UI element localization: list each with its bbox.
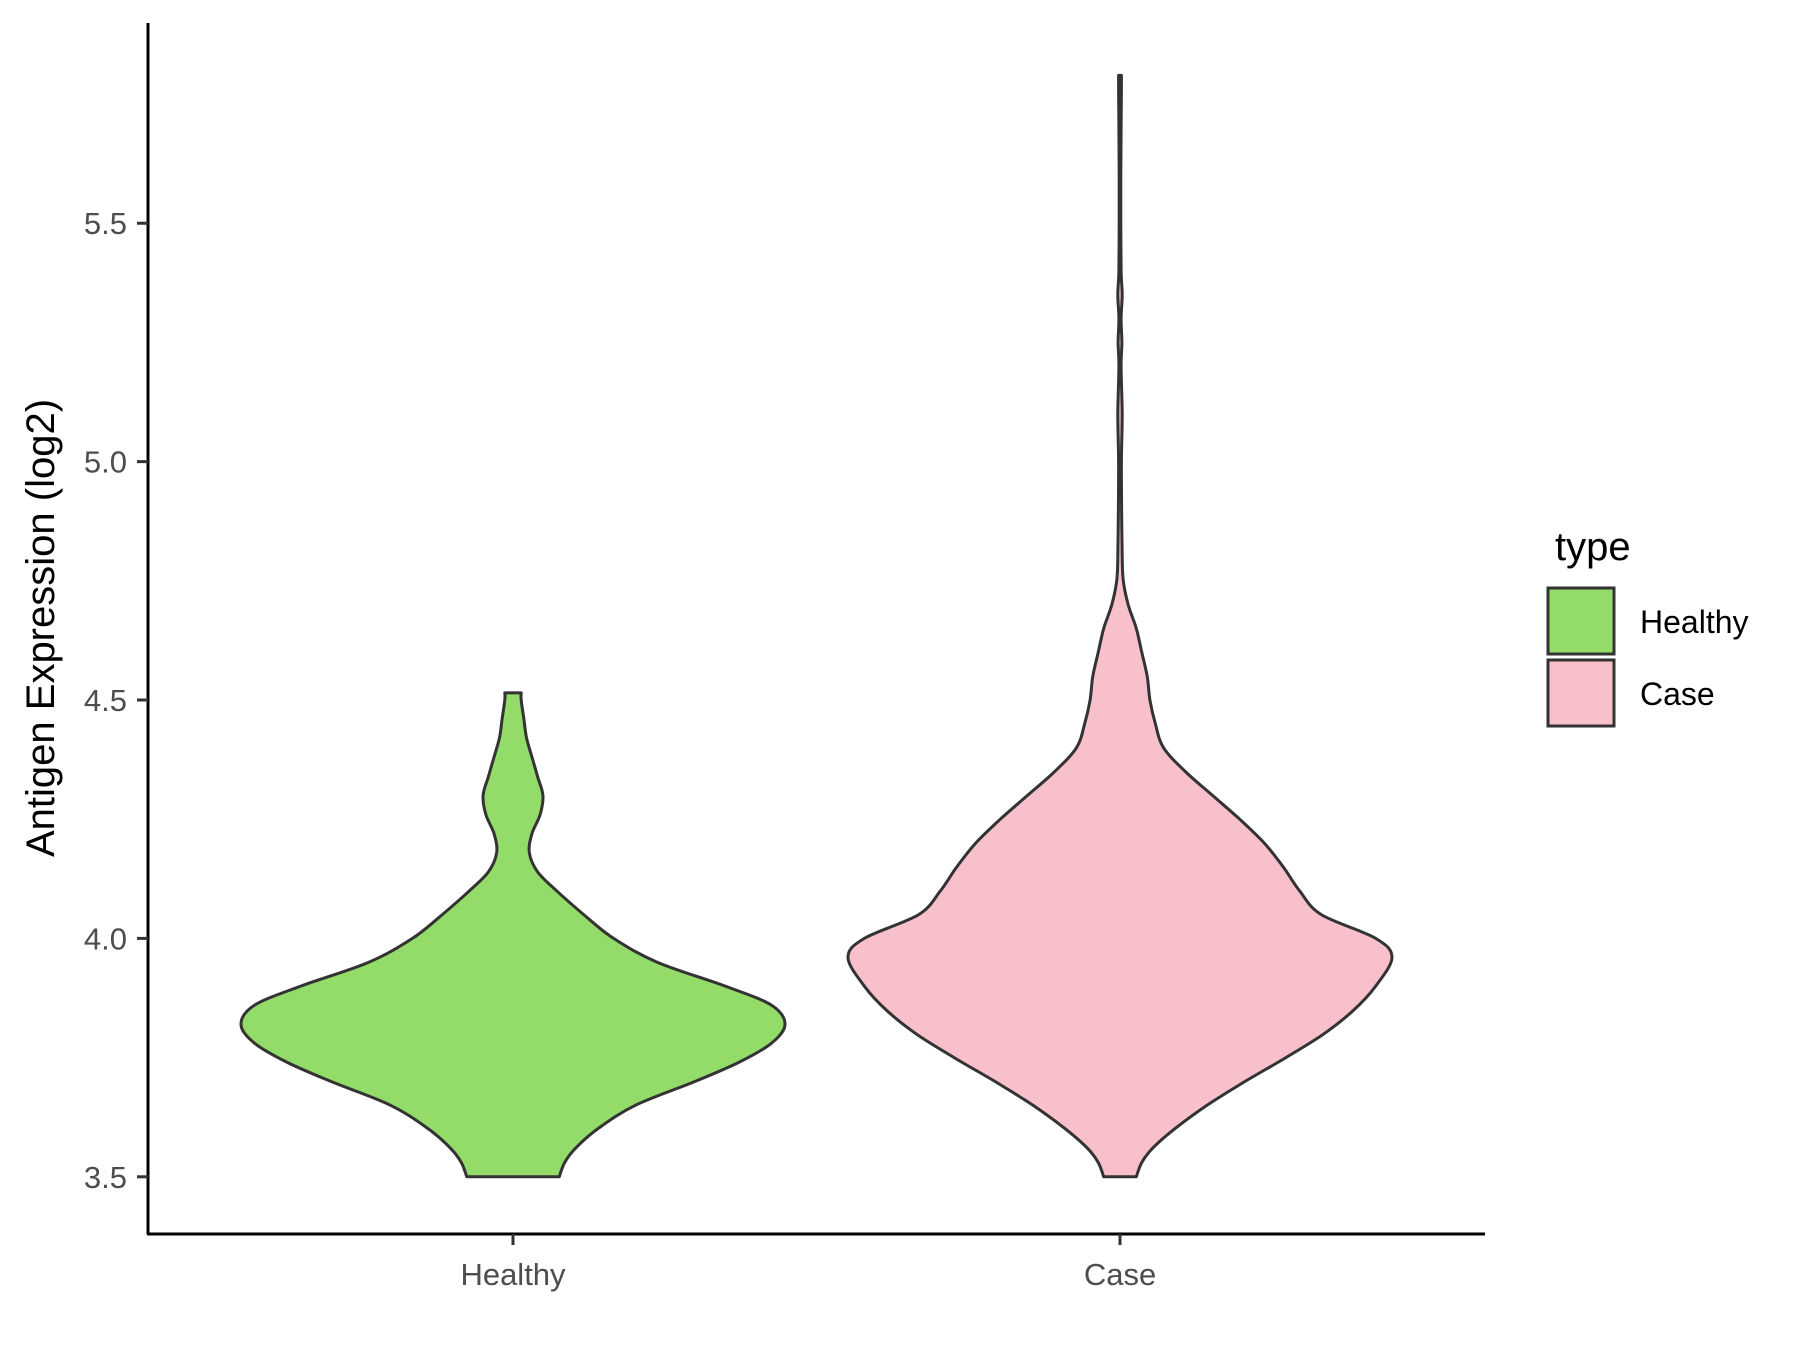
x-tick-label-healthy: Healthy [460,1257,566,1292]
y-tick-label: 3.5 [84,1160,127,1195]
x-tick-label-case: Case [1084,1257,1156,1292]
y-axis-title: Antigen Expression (log2) [19,399,63,857]
legend-label-case: Case [1640,676,1715,712]
legend-swatch-healthy [1546,586,1616,656]
y-tick-label: 5.5 [84,206,127,241]
y-axis: 3.5 4.0 4.5 5.0 5.5 [84,23,150,1234]
legend-title: type [1555,525,1631,569]
violin-case [846,73,1394,1179]
y-tick-label: 4.0 [84,921,127,956]
legend: type Healthy Case [1546,525,1749,728]
plot-area [239,73,1394,1179]
y-tick-label: 4.5 [84,683,127,718]
legend-label-healthy: Healthy [1640,604,1749,640]
y-tick-label: 5.0 [84,445,127,480]
x-axis: Healthy Case [147,1232,1485,1292]
legend-swatch-case [1546,658,1616,728]
violin-healthy [239,691,787,1179]
